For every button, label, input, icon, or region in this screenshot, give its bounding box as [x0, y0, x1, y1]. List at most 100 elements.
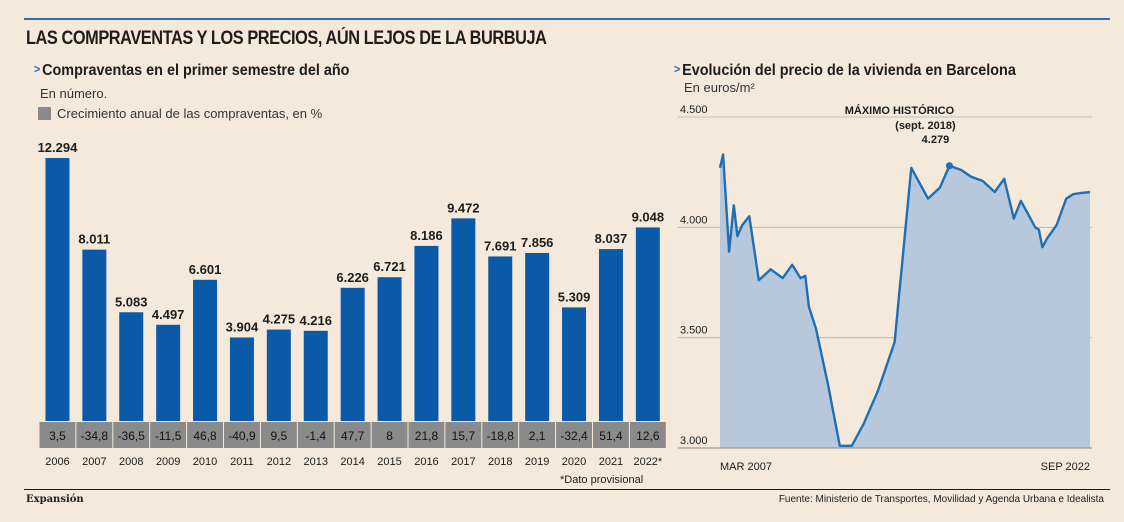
x-tick-label: 2022* [633, 456, 662, 468]
peak-annotation-date: (sept. 2018) [895, 120, 956, 132]
peak-marker [945, 162, 953, 170]
bar-value-label: 8.037 [595, 231, 628, 246]
growth-box [113, 422, 150, 448]
bar [193, 279, 218, 421]
y-tick-label: 4.500 [680, 104, 708, 116]
growth-label: -32,4 [560, 429, 588, 443]
growth-box [408, 422, 445, 448]
x-tick-label: 2015 [377, 456, 401, 468]
y-tick-label: 3.000 [680, 435, 708, 447]
price-line [718, 153, 1091, 447]
growth-label: 9,5 [271, 429, 288, 443]
growth-box [39, 422, 76, 448]
bar-value-label: 8.186 [410, 228, 443, 243]
brand-logo: Expansión [26, 494, 84, 505]
x-tick-label: 2017 [451, 456, 475, 468]
left-chart-title: > Compraventas en el primer semestre del … [34, 62, 349, 80]
bar-value-label: 12.294 [38, 140, 79, 155]
growth-label: 21,8 [415, 429, 439, 443]
growth-box [519, 422, 556, 448]
price-area [720, 154, 1090, 448]
x-tick-label: 2010 [193, 456, 217, 468]
bar [266, 329, 291, 421]
growth-label: 51,4 [599, 429, 623, 443]
growth-box [445, 422, 482, 448]
x-tick-label: 2006 [45, 456, 69, 468]
x-tick-label: 2013 [304, 456, 328, 468]
x-tick-label: 2014 [340, 456, 364, 468]
bar [635, 227, 660, 421]
growth-box [260, 422, 297, 448]
growth-label: 8 [386, 429, 393, 443]
bar-value-label: 5.309 [558, 289, 591, 304]
y-tick-label: 3.500 [680, 325, 708, 337]
bar [340, 287, 365, 421]
bar [377, 277, 402, 421]
legend-label: Crecimiento anual de las compraventas, e… [57, 106, 323, 121]
right-chart-title-text: Evolución del precio de la vivienda en B… [682, 62, 1016, 79]
x-tick-label: 2016 [414, 456, 438, 468]
bar [82, 249, 107, 421]
growth-box [593, 422, 629, 448]
growth-box [187, 422, 223, 448]
title-arrow-icon: > [34, 62, 41, 76]
bar [414, 245, 439, 421]
bar [229, 337, 254, 421]
bar-value-label: 6.226 [336, 270, 369, 285]
bar-value-label: 7.856 [521, 235, 554, 250]
right-chart-title: > Evolución del precio de la vivienda en … [674, 62, 1016, 80]
bar-value-label: 9.048 [632, 209, 665, 224]
bar-value-label: 7.691 [484, 238, 517, 253]
growth-box [76, 422, 113, 448]
growth-box [629, 422, 666, 448]
growth-box [556, 422, 592, 448]
bar [45, 158, 70, 421]
growth-label: 15,7 [452, 429, 476, 443]
title-arrow-icon: > [674, 62, 681, 76]
bar-value-label: 4.275 [263, 312, 296, 327]
x-start-label: MAR 2007 [720, 461, 772, 473]
footnote: *Dato provisional [560, 474, 644, 486]
bar-value-label: 8.011 [78, 232, 110, 247]
growth-box [482, 422, 519, 448]
growth-box [224, 422, 260, 448]
x-tick-label: 2011 [230, 456, 254, 468]
bar [525, 252, 550, 421]
bar-value-label: 4.497 [152, 307, 185, 322]
x-tick-label: 2007 [82, 456, 106, 468]
bar-value-label: 4.216 [299, 313, 332, 328]
bar [562, 307, 587, 421]
growth-label: -40,9 [228, 429, 256, 443]
growth-label: 47,7 [341, 429, 365, 443]
bar-value-label: 9.472 [447, 200, 480, 215]
x-end-label: SEP 2022 [1041, 461, 1090, 473]
peak-annotation-value: 4.279 [922, 134, 950, 146]
bar [451, 218, 476, 421]
left-chart-title-text: Compraventas en el primer semestre del a… [42, 62, 350, 79]
top-rule [24, 18, 1110, 20]
growth-label: 12,6 [636, 429, 660, 443]
legend-swatch [38, 107, 51, 120]
y-tick-label: 4.000 [680, 214, 708, 226]
x-tick-label: 2019 [525, 456, 549, 468]
growth-label: -1,4 [305, 429, 326, 443]
peak-annotation-title: MÁXIMO HISTÓRICO [845, 104, 955, 117]
right-chart-unit: En euros/m² [684, 80, 755, 95]
growth-box [334, 422, 371, 448]
bar-value-label: 6.721 [373, 259, 406, 274]
growth-label: -34,8 [81, 429, 109, 443]
bar [119, 312, 144, 421]
bar [488, 256, 513, 421]
source-note: Fuente: Ministerio de Transportes, Movil… [778, 494, 1104, 505]
main-title: LAS COMPRAVENTAS Y LOS PRECIOS, AÚN LEJO… [26, 28, 547, 49]
growth-label: -18,8 [487, 429, 515, 443]
bar [156, 324, 181, 421]
growth-label: 2,1 [529, 429, 546, 443]
growth-label: -11,5 [155, 429, 182, 443]
bar [598, 249, 623, 421]
x-tick-label: 2008 [119, 456, 143, 468]
growth-box [371, 422, 408, 448]
growth-box [297, 422, 334, 448]
x-tick-label: 2012 [267, 456, 291, 468]
